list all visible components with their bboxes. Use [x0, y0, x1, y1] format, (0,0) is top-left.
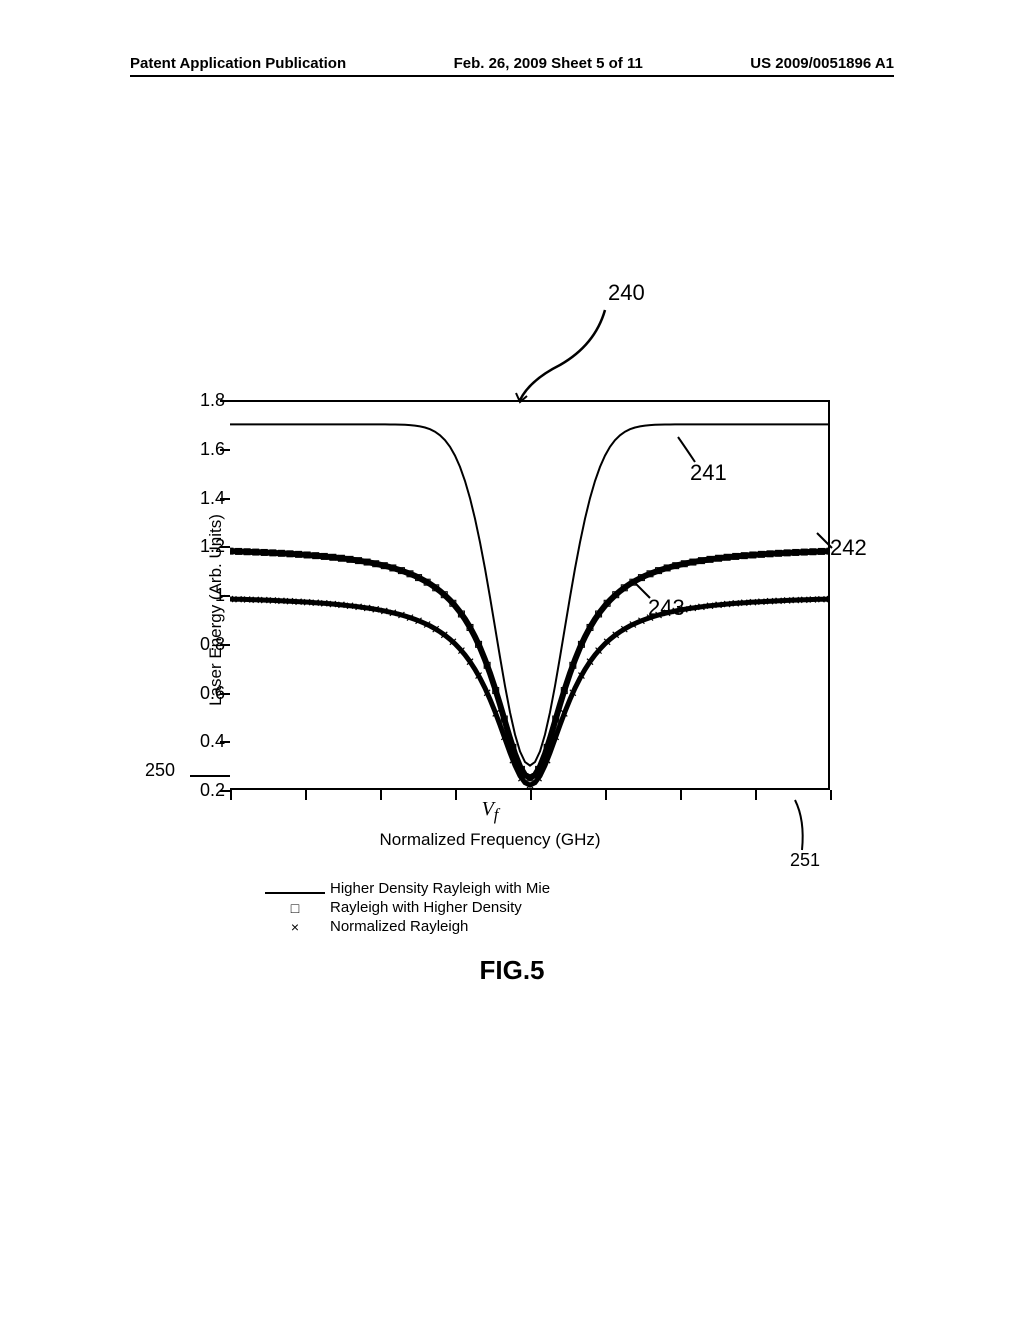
- series-2: [230, 599, 830, 785]
- legend-item-1: Higher Density Rayleigh with Mie: [265, 880, 550, 897]
- legend-item-2: □ Rayleigh with Higher Density: [265, 899, 550, 916]
- patent-header: Patent Application Publication Feb. 26, …: [0, 55, 1024, 72]
- x-tick: [830, 790, 832, 800]
- y-tick: [220, 644, 230, 646]
- y-tick-label: 0.4: [185, 731, 225, 752]
- series-0: [230, 424, 830, 765]
- header-underline: [130, 75, 894, 77]
- header-center: Feb. 26, 2009 Sheet 5 of 11: [454, 55, 643, 72]
- y-tick-label: 0.6: [185, 683, 225, 704]
- y-tick: [220, 595, 230, 597]
- x-tick: [530, 790, 532, 800]
- y-tick: [220, 400, 230, 402]
- header-right: US 2009/0051896 A1: [750, 55, 894, 72]
- y-tick: [220, 790, 230, 792]
- x-tick: [455, 790, 457, 800]
- plot-svg: [230, 400, 830, 790]
- figure-title: FIG.5: [479, 955, 544, 986]
- x-center-label: Vf: [482, 798, 499, 825]
- legend-line-icon: [265, 881, 325, 897]
- series-1: [230, 551, 830, 778]
- x-tick: [680, 790, 682, 800]
- y-tick: [220, 498, 230, 500]
- y-tick-label: 0.2: [185, 780, 225, 801]
- x-tick: [380, 790, 382, 800]
- x-axis-label: Normalized Frequency (GHz): [379, 830, 600, 850]
- y-tick-label: 1.8: [185, 390, 225, 411]
- x-tick: [755, 790, 757, 800]
- callout-240: 240: [608, 280, 645, 306]
- legend-square-icon: □: [265, 900, 325, 916]
- legend-label-1: Higher Density Rayleigh with Mie: [330, 880, 550, 897]
- y-tick: [220, 741, 230, 743]
- y-tick: [220, 546, 230, 548]
- legend-item-3: × Normalized Rayleigh: [265, 918, 550, 935]
- legend: Higher Density Rayleigh with Mie □ Rayle…: [265, 880, 550, 937]
- y-tick: [220, 693, 230, 695]
- plot-area: [230, 400, 830, 790]
- x-tick: [605, 790, 607, 800]
- y-tick-label: 1.4: [185, 488, 225, 509]
- y-tick-label: 0.8: [185, 634, 225, 655]
- y-tick-label: 1.6: [185, 439, 225, 460]
- y-tick-label: 1: [185, 585, 225, 606]
- legend-label-3: Normalized Rayleigh: [330, 918, 468, 935]
- y-tick: [220, 449, 230, 451]
- x-tick: [230, 790, 232, 800]
- header-left: Patent Application Publication: [130, 55, 346, 72]
- legend-label-2: Rayleigh with Higher Density: [330, 899, 522, 916]
- y-tick-label: 1.2: [185, 536, 225, 557]
- x-tick: [305, 790, 307, 800]
- chart-container: Laser Energy (Arb. Units) 0.20.40.60.811…: [150, 400, 830, 820]
- callout-240-leader: [510, 305, 620, 405]
- legend-cross-icon: ×: [265, 919, 325, 935]
